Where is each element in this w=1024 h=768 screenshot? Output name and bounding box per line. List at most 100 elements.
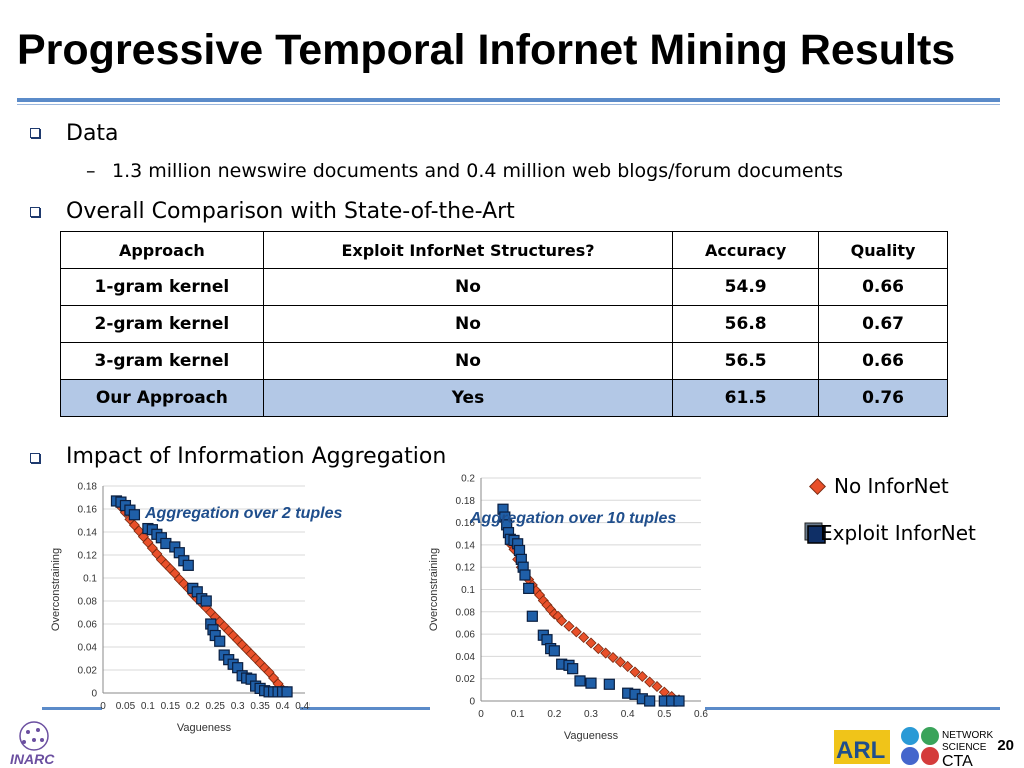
point-exploit-infornet (574, 675, 586, 687)
x-tick-label: 0.1 (511, 709, 525, 720)
table-header-cell: Accuracy (672, 231, 820, 269)
point-no-infornet (658, 686, 670, 698)
table-header-row: Approach Exploit InforNet Structures? Ac… (60, 231, 948, 269)
legend-diamond-marker (809, 478, 826, 495)
y-tick-label: 0.2 (461, 474, 475, 485)
table-header-cell: Quality (818, 231, 948, 269)
svg-text:NETWORK: NETWORK (942, 730, 993, 741)
point-exploit-infornet (673, 695, 685, 707)
table-cell: No (262, 305, 674, 343)
x-tick-label: 0.3 (231, 701, 245, 712)
table-cell: 54.9 (672, 268, 820, 306)
x-tick-label: 0.2 (547, 709, 561, 720)
y-tick-label: 0.16 (456, 518, 476, 529)
table-cell: Yes (262, 379, 674, 417)
point-no-infornet (607, 651, 619, 664)
point-exploit-infornet (644, 695, 656, 707)
x-tick-label: 0.25 (205, 701, 225, 712)
table-cell: 0.76 (818, 379, 948, 417)
y-tick-label: 0.08 (456, 607, 476, 618)
network-science-cta-logo: ARL NETWORK SCIENCE CTA (834, 727, 993, 768)
bullet-marker (30, 128, 40, 138)
point-no-infornet (592, 643, 604, 655)
svg-text:INARC: INARC (10, 751, 55, 767)
x-tick-label: 0 (478, 709, 484, 720)
point-exploit-infornet (281, 686, 293, 698)
table-cell: 0.67 (818, 305, 948, 343)
inarc-logo: INARC (10, 721, 55, 767)
y-axis-label: Overconstraining (50, 548, 62, 631)
y-tick-label: 0.06 (456, 630, 476, 641)
table-cell: 61.5 (672, 379, 820, 417)
table-cell: 1-gram kernel (60, 268, 264, 306)
point-no-infornet (556, 615, 568, 627)
x-tick-label: 0.2 (186, 701, 200, 712)
point-no-infornet (651, 680, 663, 693)
point-exploit-infornet (567, 663, 579, 675)
bullet-comparison: Overall Comparison with State-of-the-Art (66, 199, 515, 224)
bullet-marker (30, 453, 40, 463)
sub-bullet-dash: – (86, 160, 96, 182)
y-tick-label: 0.02 (78, 666, 98, 677)
y-tick-label: 0.04 (456, 652, 476, 663)
x-tick-label: 0.5 (657, 709, 671, 720)
table-row-highlighted: Our Approach Yes 61.5 0.76 (60, 379, 948, 417)
point-exploit-infornet (526, 610, 538, 622)
y-tick-label: 0.04 (78, 643, 98, 654)
y-tick-label: 0.18 (456, 496, 476, 507)
table-cell: 0.66 (818, 268, 948, 306)
point-exploit-infornet (523, 582, 535, 594)
table-header-cell: Approach (60, 231, 264, 269)
footer-divider (300, 707, 430, 710)
point-no-infornet (578, 631, 590, 643)
x-tick-label: 0.4 (621, 709, 635, 720)
point-no-infornet (614, 656, 626, 668)
comparison-table: Approach Exploit InforNet Structures? Ac… (60, 231, 948, 417)
scatter-chart-2-tuples: 0 0.02 0.04 0.06 0.08 0.1 0.12 0.14 0.16 0.18 0 0.0… (50, 482, 310, 735)
table-cell: Our Approach (60, 379, 264, 417)
x-axis-label: Vagueness (177, 722, 232, 734)
point-exploit-infornet (548, 645, 560, 657)
table-cell: 56.5 (672, 342, 820, 380)
y-tick-label: 0.18 (78, 482, 98, 493)
x-tick-label: 0.35 (250, 701, 270, 712)
x-tick-label: 0.6 (694, 709, 708, 720)
y-tick-label: 0 (91, 689, 97, 700)
table-header-cell: Exploit InforNet Structures? (262, 231, 674, 269)
point-exploit-infornet (519, 569, 531, 581)
slide-title: Progressive Temporal Infornet Mining Res… (17, 26, 956, 74)
table-cell: No (262, 268, 674, 306)
point-exploit-infornet (182, 559, 194, 571)
bullet-marker (30, 207, 40, 217)
y-tick-label: 0.14 (456, 540, 476, 551)
y-tick-label: 0 (469, 697, 475, 708)
y-tick-label: 0.16 (78, 505, 98, 516)
point-no-infornet (644, 676, 656, 688)
x-tick-label: 0 (100, 701, 106, 712)
point-no-infornet (629, 666, 641, 678)
legend-square-marker (804, 522, 826, 544)
point-no-infornet (585, 637, 597, 649)
y-tick-label: 0.06 (78, 620, 98, 631)
point-exploit-infornet (200, 595, 212, 607)
point-exploit-infornet (603, 678, 615, 690)
y-axis-label: Overconstraining (428, 548, 440, 631)
x-tick-label: 0.15 (161, 701, 181, 712)
point-no-infornet (563, 620, 575, 632)
point-exploit-infornet (214, 635, 226, 647)
title-divider-thin (17, 104, 1000, 105)
svg-text:SCIENCE: SCIENCE (942, 742, 987, 753)
x-axis-label: Vagueness (564, 730, 619, 742)
scatter-chart-10-tuples: 0 0.02 0.04 0.06 0.08 0.1 0.12 0.14 0.16 0.18 0.2 0… (428, 474, 708, 743)
x-tick-label: 0.45 (295, 701, 310, 712)
point-no-infornet (600, 647, 612, 659)
x-tick-label: 0.1 (141, 701, 155, 712)
table-cell: 2-gram kernel (60, 305, 264, 343)
y-tick-label: 0.1 (83, 574, 97, 585)
table-cell: 3-gram kernel (60, 342, 264, 380)
table-cell: 56.8 (672, 305, 820, 343)
footer-divider (42, 707, 102, 710)
svg-text:CTA: CTA (942, 753, 973, 768)
point-no-infornet (622, 660, 634, 672)
x-tick-label: 0.3 (584, 709, 598, 720)
